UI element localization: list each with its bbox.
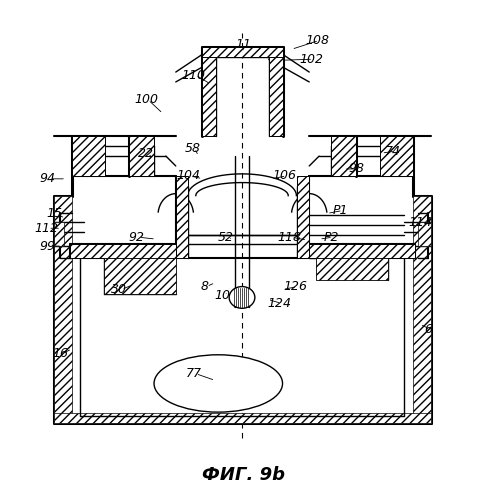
Text: 104: 104 — [176, 170, 201, 182]
Text: 100: 100 — [134, 93, 158, 106]
Text: 126: 126 — [283, 280, 307, 293]
Bar — [70, 244, 176, 258]
Text: 99: 99 — [39, 240, 55, 252]
Text: 112: 112 — [35, 222, 58, 235]
Text: 77: 77 — [186, 367, 202, 380]
Text: 8: 8 — [200, 280, 208, 293]
Text: 114: 114 — [408, 216, 432, 229]
Text: P2: P2 — [323, 230, 339, 243]
Bar — [129, 136, 154, 176]
Bar — [176, 176, 188, 258]
Text: 106: 106 — [273, 170, 296, 182]
Text: 108: 108 — [305, 34, 329, 47]
Text: 118: 118 — [278, 230, 301, 243]
Bar — [72, 136, 104, 176]
Text: P1: P1 — [333, 204, 348, 217]
Text: 92: 92 — [128, 230, 144, 243]
Bar — [381, 136, 413, 176]
Bar — [297, 176, 309, 258]
Bar — [331, 136, 356, 176]
Text: 10: 10 — [214, 289, 230, 302]
Bar — [316, 258, 388, 280]
Bar — [203, 48, 216, 136]
Bar — [54, 413, 431, 423]
Text: 6: 6 — [424, 322, 432, 336]
Bar — [309, 244, 415, 258]
Text: 52: 52 — [218, 230, 234, 243]
Text: 15: 15 — [46, 207, 62, 220]
Text: ФИГ. 9b: ФИГ. 9b — [202, 466, 284, 484]
Text: 58: 58 — [185, 142, 201, 154]
Ellipse shape — [154, 355, 282, 412]
Text: 102: 102 — [299, 52, 323, 66]
Bar — [269, 48, 282, 136]
Text: 11: 11 — [235, 38, 251, 51]
Text: 94: 94 — [39, 172, 55, 186]
Text: 22: 22 — [138, 146, 154, 160]
Text: 16: 16 — [52, 348, 68, 360]
Text: 124: 124 — [268, 297, 292, 310]
Bar — [104, 258, 176, 294]
Bar — [203, 48, 282, 57]
Bar — [54, 222, 64, 246]
Bar — [54, 196, 72, 423]
Bar — [418, 222, 431, 246]
Text: 74: 74 — [385, 144, 401, 158]
Text: 110: 110 — [182, 68, 206, 82]
Bar — [413, 196, 431, 423]
Ellipse shape — [229, 286, 255, 308]
Text: 30: 30 — [111, 283, 127, 296]
Text: 98: 98 — [348, 162, 364, 175]
